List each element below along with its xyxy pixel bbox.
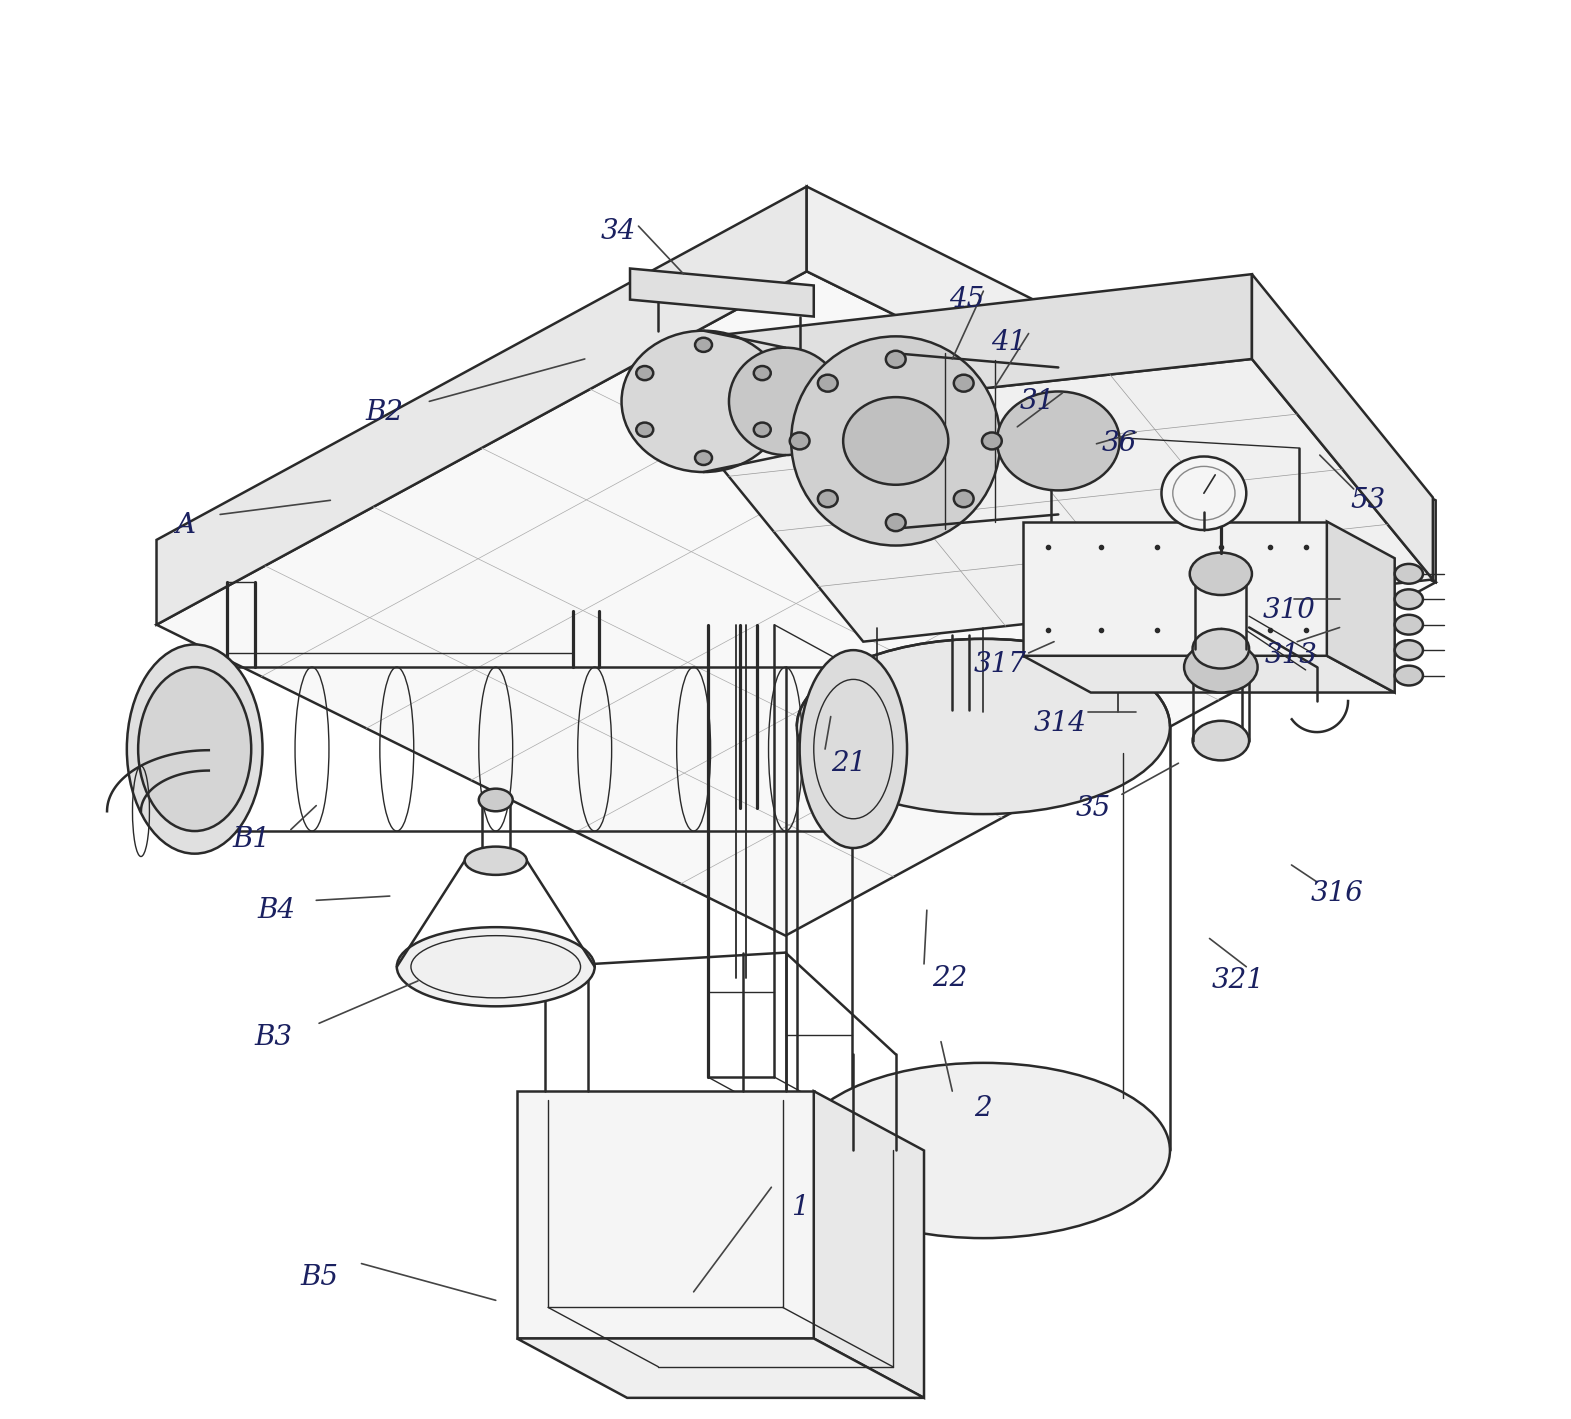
Ellipse shape: [127, 644, 262, 854]
Ellipse shape: [636, 423, 654, 437]
Polygon shape: [814, 1091, 924, 1398]
Text: B2: B2: [364, 399, 404, 426]
Ellipse shape: [479, 789, 512, 812]
Ellipse shape: [465, 847, 526, 876]
Ellipse shape: [820, 667, 905, 832]
Polygon shape: [683, 274, 1252, 421]
Text: A: A: [174, 512, 195, 539]
Ellipse shape: [694, 338, 712, 352]
Polygon shape: [1327, 522, 1395, 692]
Polygon shape: [1252, 274, 1433, 579]
Polygon shape: [683, 359, 1433, 641]
Text: B5: B5: [300, 1264, 338, 1291]
Text: 53: 53: [1349, 487, 1386, 514]
Ellipse shape: [886, 514, 905, 531]
Polygon shape: [1023, 522, 1327, 656]
Ellipse shape: [1189, 552, 1252, 595]
Text: 316: 316: [1310, 880, 1364, 907]
Ellipse shape: [954, 375, 974, 392]
Polygon shape: [157, 186, 806, 624]
Text: 313: 313: [1265, 643, 1318, 670]
Ellipse shape: [1161, 457, 1246, 529]
Polygon shape: [517, 1091, 814, 1338]
Ellipse shape: [636, 366, 654, 380]
Text: 317: 317: [974, 651, 1027, 678]
Text: B4: B4: [258, 897, 295, 924]
Ellipse shape: [844, 397, 949, 485]
Ellipse shape: [754, 423, 771, 437]
Text: 21: 21: [831, 749, 867, 776]
Text: 310: 310: [1262, 597, 1315, 624]
Ellipse shape: [694, 451, 712, 465]
Ellipse shape: [754, 366, 771, 380]
Ellipse shape: [790, 433, 809, 450]
Ellipse shape: [1192, 721, 1249, 761]
Ellipse shape: [800, 650, 906, 849]
Ellipse shape: [796, 639, 1170, 815]
Ellipse shape: [729, 348, 842, 455]
Ellipse shape: [1185, 641, 1258, 692]
Text: 321: 321: [1211, 968, 1265, 995]
Polygon shape: [806, 186, 1436, 582]
Text: 35: 35: [1076, 795, 1111, 822]
Text: 314: 314: [1034, 710, 1086, 736]
Text: 34: 34: [602, 219, 636, 245]
Text: 31: 31: [1020, 387, 1054, 414]
Ellipse shape: [792, 336, 1001, 545]
Polygon shape: [157, 271, 1436, 935]
Ellipse shape: [1395, 614, 1423, 634]
Ellipse shape: [1395, 666, 1423, 685]
Ellipse shape: [138, 667, 251, 832]
Ellipse shape: [998, 392, 1120, 491]
Ellipse shape: [397, 927, 595, 1006]
Text: 45: 45: [949, 287, 983, 314]
Text: 41: 41: [991, 329, 1026, 356]
Ellipse shape: [796, 1063, 1170, 1239]
Ellipse shape: [954, 490, 974, 507]
Text: 2: 2: [974, 1094, 993, 1121]
Ellipse shape: [1395, 589, 1423, 609]
Text: 1: 1: [790, 1193, 809, 1220]
Ellipse shape: [1395, 563, 1423, 583]
Text: B1: B1: [233, 826, 270, 853]
Polygon shape: [517, 1338, 924, 1398]
Ellipse shape: [818, 375, 837, 392]
Ellipse shape: [886, 350, 905, 368]
Ellipse shape: [818, 490, 837, 507]
Text: 36: 36: [1101, 430, 1137, 457]
Ellipse shape: [138, 667, 251, 832]
Polygon shape: [1023, 656, 1395, 692]
Ellipse shape: [1192, 629, 1249, 668]
Text: 22: 22: [932, 965, 968, 992]
Ellipse shape: [622, 331, 786, 473]
Polygon shape: [630, 268, 814, 316]
Ellipse shape: [982, 433, 1002, 450]
Text: B3: B3: [255, 1025, 292, 1051]
Ellipse shape: [1395, 640, 1423, 660]
